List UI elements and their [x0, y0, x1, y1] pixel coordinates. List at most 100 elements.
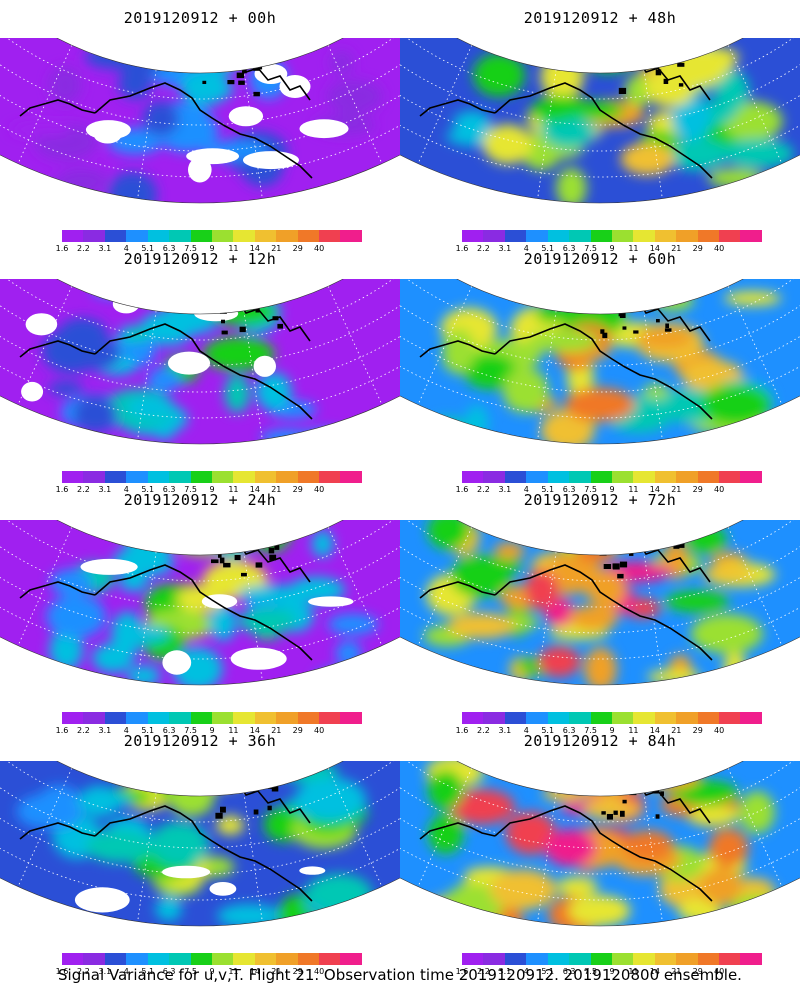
variance-blob [49, 66, 82, 104]
colorbar-tick-label: 14 [249, 485, 260, 494]
variance-blob [125, 396, 175, 419]
colorbar-swatch [297, 230, 320, 242]
colorbar-swatch [590, 471, 612, 483]
colorbar-swatch [462, 471, 484, 483]
colorbar-swatch [526, 471, 548, 483]
variance-blob [652, 290, 694, 311]
map-panel: 2019120912 + 48h 1.6 2.2 3.1 4 5.1 6.3 7.5 9 11 14… [400, 8, 800, 253]
colorbar-tick-label: 3.1 [98, 726, 112, 735]
colorbar-tick-label: 1.6 [455, 485, 469, 494]
colorbar-tick-label: 9 [609, 967, 615, 976]
variance-blob [73, 395, 118, 433]
colorbar-tick-label: 5.1 [141, 967, 155, 976]
panel-title: 2019120912 + 60h [523, 250, 677, 268]
colorbar-tick-label: 9 [209, 485, 215, 494]
variance-blob [85, 44, 154, 70]
colorbar-swatch [169, 953, 191, 965]
colorbar-swatch [719, 230, 741, 242]
colorbar-tick-label: 2.2 [77, 244, 90, 253]
colorbar-swatch [233, 712, 255, 724]
figure-caption: Signal Variance for u,v,T. Flight 21. Ob… [58, 966, 742, 984]
colorbar-labels: 1.6 2.2 3.1 4 5.1 6.3 7.5 9 11 14 21 29 40 [456, 726, 762, 736]
variance-blob [544, 828, 597, 867]
variance-blob [624, 75, 653, 107]
colorbar-tick-label: 14 [249, 726, 260, 735]
colorbar-tick-label: 6.3 [562, 244, 576, 253]
variance-blob [685, 525, 727, 553]
colorbar-labels: 1.6 2.2 3.1 4 5.1 6.3 7.5 9 11 14 21 29 40 [56, 244, 362, 254]
colorbar-tick-label: 4 [123, 244, 129, 253]
colorbar-swatch [462, 230, 484, 242]
panel-title: 2019120912 + 00h [123, 9, 277, 27]
colorbar-tick-label: 40 [314, 726, 325, 735]
panel-title: 2019120912 + 84h [523, 732, 677, 750]
colorbar-tick-label: 7.5 [584, 485, 597, 494]
colorbar-labels: 1.6 2.2 3.1 4 5.1 6.3 7.5 9 11 14 21 29 40 [56, 967, 362, 977]
colorbar-tick-label: 11 [628, 726, 639, 735]
variance-blob [92, 643, 134, 673]
colorbar-swatch [126, 230, 148, 242]
colorbar-tick-label: 2.2 [77, 485, 90, 494]
colorbar-swatch [740, 953, 762, 965]
colorbar-swatch [740, 230, 762, 242]
colorbar-swatch [211, 230, 234, 242]
variance-blob [464, 558, 523, 575]
variance-blob [314, 668, 377, 685]
colorbar-swatch [483, 712, 505, 724]
variance-blob [489, 869, 557, 910]
variance-blob [537, 646, 581, 678]
variance-blob [178, 541, 235, 556]
variance-blob [442, 328, 475, 375]
variance-blob [428, 814, 464, 854]
colorbar-tick-label: 7.5 [184, 485, 197, 494]
colorbar-labels: 1.6 2.2 3.1 4 5.1 6.3 7.5 9 11 14 21 29 40 [56, 726, 362, 736]
colorbar-swatch [569, 471, 591, 483]
variance-blob [76, 337, 121, 371]
colorbar-swatch [254, 230, 277, 242]
variance-blob [622, 830, 674, 862]
no-data-patch [308, 596, 354, 607]
colorbar-tick-label: 1.6 [455, 967, 469, 976]
colorbar-tick-label: 29 [692, 967, 703, 976]
variance-blob [79, 785, 120, 817]
colorbar-tick-label: 9 [209, 726, 215, 735]
colorbar-tick-label: 11 [628, 967, 639, 976]
variance-map [400, 761, 800, 927]
colorbar-tick-label: 11 [228, 485, 239, 494]
colorbar-tick-label: 40 [714, 244, 725, 253]
colorbar-swatch [276, 230, 298, 242]
graticule [0, 279, 400, 440]
no-data-patch [279, 75, 311, 98]
variance-blob [568, 769, 639, 797]
colorbar-tick-label: 7.5 [584, 967, 597, 976]
variance-blob [91, 282, 151, 298]
colorbar-tick-label: 5.1 [541, 244, 555, 253]
colorbar-swatch [547, 712, 570, 724]
variance-blob [678, 899, 713, 922]
colorbar-tick-label: 6.3 [562, 726, 576, 735]
colorbar-swatch [211, 712, 234, 724]
colorbar-tick-label: 29 [692, 244, 703, 253]
variance-blob [149, 821, 210, 868]
colorbar-swatch [654, 230, 677, 242]
variance-blob [427, 770, 464, 810]
variance-blob [582, 800, 642, 819]
map-panel: 2019120912 + 84h 1.6 2.2 3.1 4 5.1 6.3 7.5 9 11 14… [400, 731, 800, 976]
colorbar-tick-label: 4 [523, 726, 529, 735]
colorbar-tick-label: 9 [609, 485, 615, 494]
colorbar-tick-label: 40 [314, 485, 325, 494]
colorbar-swatch [611, 230, 634, 242]
variance-blob [335, 641, 362, 666]
colorbar-tick-label: 7.5 [584, 726, 597, 735]
colorbar-swatch [633, 230, 655, 242]
colorbar [462, 230, 762, 242]
variance-blob [108, 171, 157, 203]
colorbar-tick-label: 11 [228, 244, 239, 253]
colorbar-swatch [590, 953, 612, 965]
variance-blob [448, 789, 515, 825]
variance-blob [330, 50, 354, 76]
colorbar-tick-label: 1.6 [55, 485, 69, 494]
colorbar-tick-label: 4 [523, 967, 529, 976]
map-panel: 2019120912 + 36h 1.6 2.2 3.1 4 5.1 6.3 7.5 9 11 14… [0, 731, 400, 976]
colorbar-tick-label: 4 [123, 967, 129, 976]
